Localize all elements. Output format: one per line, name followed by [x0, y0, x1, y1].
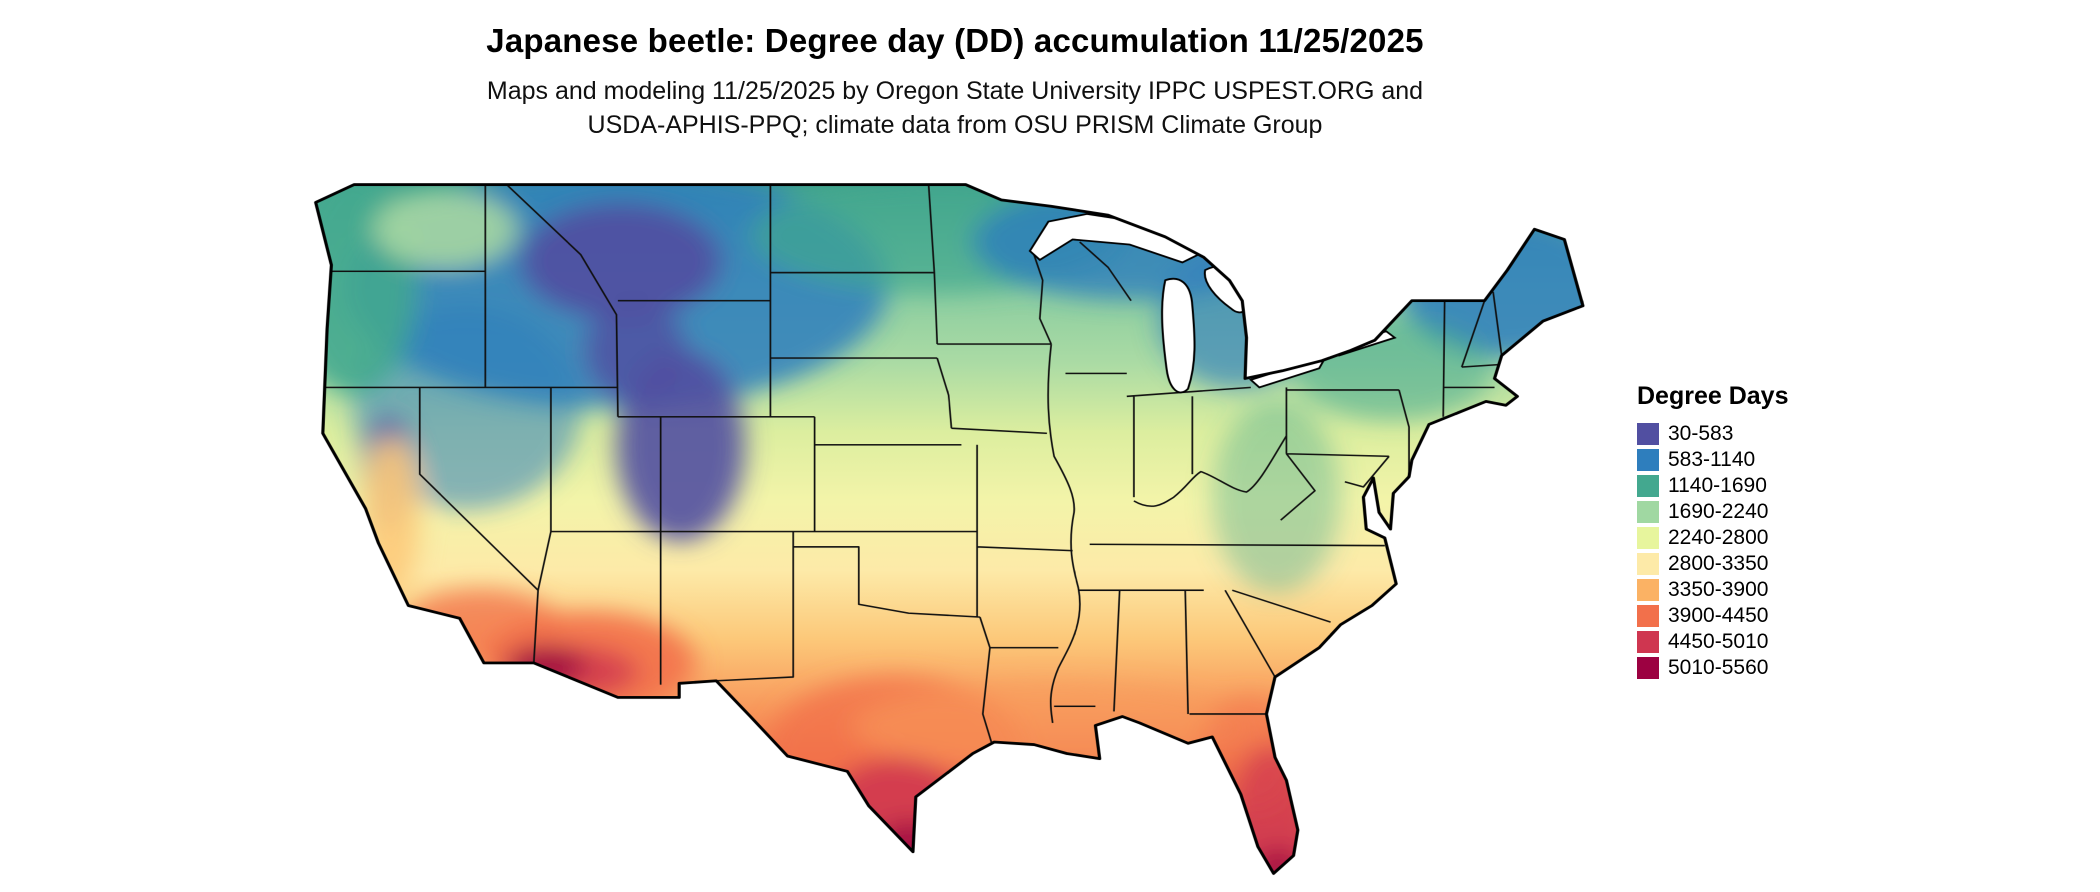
- map-subtitle: Maps and modeling 11/25/2025 by Oregon S…: [290, 74, 1620, 142]
- legend-swatch: [1637, 631, 1659, 653]
- legend-item: 1690-2240: [1637, 499, 1788, 525]
- legend-swatch: [1637, 449, 1659, 471]
- legend-item-label: 3900-4450: [1668, 604, 1769, 627]
- us-outline: [314, 183, 1585, 875]
- legend-item: 30-583: [1637, 421, 1788, 447]
- legend-item-label: 4450-5010: [1668, 630, 1769, 653]
- state-borders: [325, 184, 1503, 743]
- legend-swatch: [1637, 527, 1659, 549]
- legend-item: 4450-5010: [1637, 629, 1788, 655]
- legend-swatch: [1637, 423, 1659, 445]
- legend-item-label: 2800-3350: [1668, 552, 1769, 575]
- legend-title: Degree Days: [1637, 382, 1789, 410]
- legend-item: 3350-3900: [1637, 577, 1788, 603]
- page-title: Japanese beetle: Degree day (DD) accumul…: [486, 22, 1424, 59]
- legend-item: 583-1140: [1637, 447, 1788, 473]
- subtitle-line-1: Maps and modeling 11/25/2025 by Oregon S…: [486, 77, 1424, 105]
- map-header: Japanese beetle: Degree day (DD) accumul…: [290, 22, 1620, 142]
- legend-swatch: [1637, 579, 1659, 601]
- legend-swatch: [1637, 501, 1659, 523]
- legend-item-label: 2240-2800: [1668, 526, 1769, 549]
- legend-swatch: [1637, 475, 1659, 497]
- map-raster-layer: [315, 184, 1583, 874]
- subtitle-line-2: USDA-APHIS-PPQ; climate data from OSU PR…: [587, 111, 1323, 139]
- us-degree-day-map: [300, 168, 1600, 890]
- legend-item-label: 30-583: [1668, 422, 1734, 445]
- legend-swatch: [1637, 553, 1659, 575]
- legend-swatch: [1637, 605, 1659, 627]
- legend-item-label: 583-1140: [1668, 448, 1756, 471]
- legend: Degree Days 30-583 583-1140 1140-1690 16…: [1637, 382, 1788, 681]
- legend-item-label: 5010-5560: [1668, 656, 1769, 679]
- legend-item: 2240-2800: [1637, 525, 1788, 551]
- legend-item: 5010-5560: [1637, 655, 1788, 681]
- legend-item-label: 1690-2240: [1668, 500, 1769, 523]
- legend-item: 2800-3350: [1637, 551, 1788, 577]
- legend-item-label: 1140-1690: [1668, 474, 1767, 497]
- legend-item: 3900-4450: [1637, 603, 1788, 629]
- us-map-svg: [314, 183, 1585, 875]
- legend-item-label: 3350-3900: [1668, 578, 1769, 601]
- legend-item: 1140-1690: [1637, 473, 1788, 499]
- legend-swatch: [1637, 657, 1659, 679]
